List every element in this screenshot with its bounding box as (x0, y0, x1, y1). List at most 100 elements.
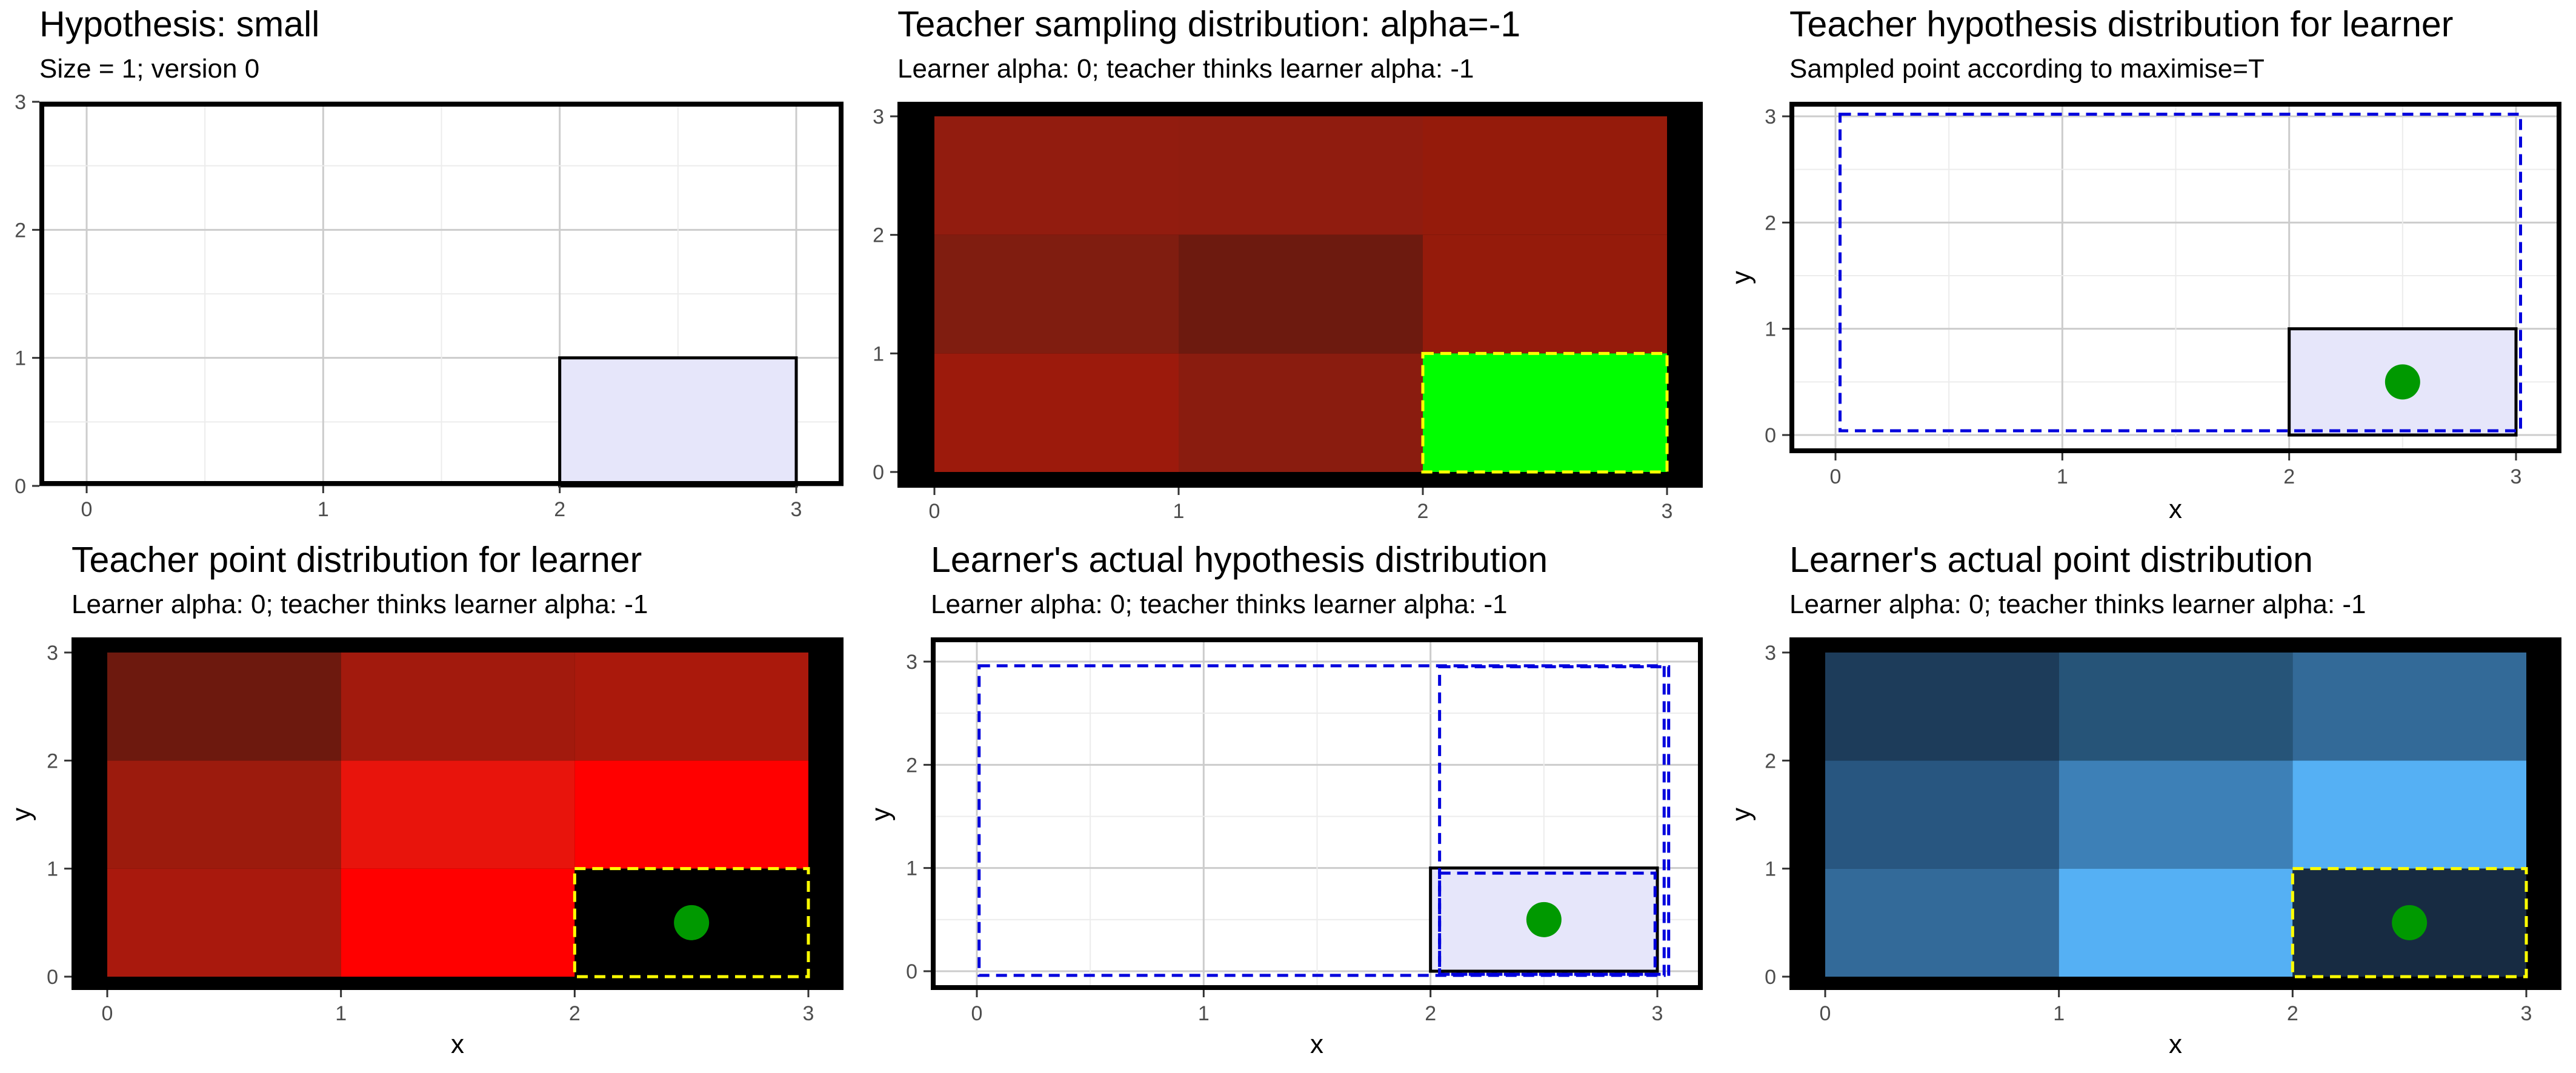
dashed-hypothesis-rect (1438, 871, 1657, 976)
x-tick-label: 0 (81, 498, 93, 521)
y-tick-label: 0 (873, 461, 884, 484)
x-tick-label: 3 (2511, 465, 2522, 488)
heatmap-cell (1423, 353, 1667, 472)
x-tick-label: 0 (971, 1002, 983, 1025)
x-tick-label: 2 (569, 1002, 581, 1025)
y-tick-label: 3 (906, 651, 917, 674)
chart-panel-1: Hypothesis: small Size = 1; version 0 0 0 1 1… (15, 4, 844, 521)
x-axis-label: x (2169, 494, 2182, 524)
y-tick-label: 3 (47, 642, 58, 665)
data-point (2392, 905, 2428, 940)
chart-title: Teacher sampling distribution: alpha=-1 (897, 4, 1520, 44)
chart-subtitle: Learner alpha: 0; teacher thinks learner… (897, 54, 1474, 84)
heatmap-cell (341, 653, 575, 761)
chart-panel-4: Teacher point distribution for learner Le… (7, 540, 844, 1059)
x-tick-label: 1 (2053, 1002, 2065, 1025)
x-tick-label: 0 (1820, 1002, 1831, 1025)
hypothesis-rect (1429, 866, 1659, 973)
y-axis-label: y (1726, 808, 1756, 821)
y-tick-label: 2 (1765, 211, 1776, 234)
chart-subtitle: Sampled point according to maximise=T (1789, 54, 2265, 84)
panel-border (1789, 102, 2561, 453)
y-tick-label: 2 (906, 754, 917, 777)
heatmap-cell (341, 868, 575, 977)
heatmap-cell (1825, 653, 2059, 761)
x-tick-label: 3 (1662, 500, 1673, 523)
x-tick-label: 3 (803, 1002, 814, 1025)
y-tick-label: 0 (906, 960, 917, 983)
x-tick-label: 2 (2287, 1002, 2298, 1025)
y-tick-label: 1 (873, 342, 884, 365)
x-tick-label: 0 (1830, 465, 1842, 488)
x-tick-label: 1 (335, 1002, 347, 1025)
heatmap-cell (2292, 760, 2526, 869)
x-tick-label: 0 (102, 1002, 113, 1025)
heatmap-cell (107, 868, 341, 977)
chart-panel-2: Teacher sampling distribution: alpha=-1 L… (873, 4, 1703, 523)
heatmap-cell (1179, 353, 1423, 472)
x-tick-label: 2 (554, 498, 565, 521)
y-tick-label: 0 (47, 966, 58, 989)
y-tick-label: 0 (15, 475, 26, 498)
heatmap-cell (934, 116, 1179, 235)
panel-border (39, 102, 844, 486)
x-axis-label: x (1310, 1029, 1323, 1059)
chart-subtitle: Learner alpha: 0; teacher thinks learner… (72, 590, 648, 619)
heatmap-cell (574, 760, 808, 869)
x-tick-label: 2 (2283, 465, 2295, 488)
y-tick-label: 3 (1765, 105, 1776, 128)
heatmap-cell (341, 760, 575, 869)
heatmap-cell (2058, 868, 2293, 977)
y-tick-label: 0 (1765, 966, 1776, 989)
chart-title: Teacher hypothesis distribution for lear… (1789, 4, 2453, 44)
chart-panel-6: Learner's actual point distribution Learn… (1726, 540, 2561, 1059)
chart-title: Hypothesis: small (39, 4, 319, 44)
chart-title: Learner's actual hypothesis distribution (931, 540, 1548, 580)
y-tick-label: 1 (1765, 318, 1776, 341)
chart-subtitle: Size = 1; version 0 (39, 54, 259, 84)
chart-subtitle: Learner alpha: 0; teacher thinks learner… (1789, 590, 2366, 619)
data-point (1526, 902, 1562, 937)
panel-border (931, 637, 1703, 990)
hypothesis-rect (558, 356, 798, 488)
heatmap-cell (1423, 116, 1667, 235)
heatmap-cell (1825, 760, 2059, 869)
dashed-hypothesis-rect (1438, 665, 1671, 976)
dashed-hypothesis-rect (573, 867, 810, 978)
chart-subtitle: Learner alpha: 0; teacher thinks learner… (931, 590, 1507, 619)
x-tick-label: 1 (318, 498, 329, 521)
y-axis-label: y (7, 808, 36, 821)
x-tick-label: 2 (1417, 500, 1429, 523)
x-tick-label: 3 (2521, 1002, 2532, 1025)
heatmap-cell (107, 653, 341, 761)
dashed-hypothesis-rect (1838, 112, 2522, 433)
data-point (674, 905, 710, 940)
chart-title: Teacher point distribution for learner (72, 540, 642, 580)
x-tick-label: 0 (929, 500, 940, 523)
heatmap-cell (2292, 653, 2526, 761)
panel-border (72, 637, 844, 990)
y-tick-label: 0 (1765, 424, 1776, 447)
x-tick-label: 2 (1425, 1002, 1436, 1025)
y-tick-label: 3 (873, 105, 884, 128)
data-point (2385, 364, 2420, 400)
y-tick-label: 2 (47, 749, 58, 772)
y-axis-label: y (866, 808, 896, 821)
panel-border (897, 102, 1703, 488)
heatmap-cell (934, 353, 1179, 472)
x-tick-label: 3 (1652, 1002, 1663, 1025)
y-tick-label: 1 (47, 858, 58, 881)
panel-border (1789, 637, 2561, 990)
chart-title: Learner's actual point distribution (1789, 540, 2313, 580)
dashed-hypothesis-rect (2291, 867, 2528, 978)
heatmap-cell (1179, 234, 1423, 354)
y-tick-label: 2 (1765, 749, 1776, 772)
y-tick-label: 1 (15, 347, 26, 370)
y-tick-label: 3 (15, 91, 26, 114)
heatmap-cell (1825, 868, 2059, 977)
heatmap-cell (1179, 116, 1423, 235)
x-axis-label: x (451, 1029, 464, 1059)
y-axis-label: y (1726, 271, 1756, 284)
heatmap-cell (574, 653, 808, 761)
